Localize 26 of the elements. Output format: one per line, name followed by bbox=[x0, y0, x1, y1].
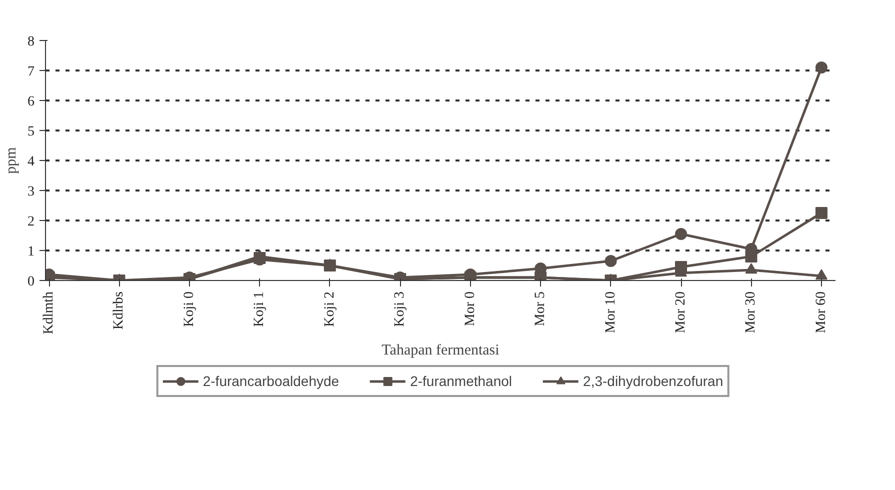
x-tick-label: Kdlrbs bbox=[112, 291, 127, 330]
x-tick-label: Koji 3 bbox=[392, 292, 408, 327]
y-tick-label: 7 bbox=[28, 64, 34, 80]
legend-label: 2,3-dihydrobenzofuran bbox=[583, 373, 724, 389]
y-tick-label: 2 bbox=[28, 214, 34, 230]
x-tick-label: Mor 0 bbox=[462, 291, 478, 326]
y-tick-label: 0 bbox=[28, 274, 34, 290]
x-tick-label: Mor 60 bbox=[814, 291, 829, 334]
y-tick-label: 8 bbox=[28, 34, 34, 50]
x-tick-label: Koji 0 bbox=[182, 292, 197, 327]
x-axis-title: Tahapan fermentasi bbox=[382, 342, 500, 358]
y-axis-title: ppm bbox=[4, 146, 20, 174]
x-tick-label: Kdlmth bbox=[42, 292, 57, 334]
x-tick-label: Mor 20 bbox=[674, 291, 689, 334]
x-tick-label: Koji 2 bbox=[322, 292, 338, 327]
x-tick-label: Mor 5 bbox=[533, 291, 548, 326]
y-tick-label: 1 bbox=[28, 244, 34, 260]
legend-label: 2-furancarboaldehyde bbox=[202, 373, 340, 389]
legend-label: 2-furanmethanol bbox=[410, 373, 512, 389]
x-tick-label: Mor 30 bbox=[744, 291, 759, 334]
y-tick-label: 5 bbox=[28, 124, 34, 140]
y-tick-label: 6 bbox=[28, 94, 34, 110]
y-tick-label: 4 bbox=[28, 154, 34, 170]
x-tick-label: Koji 1 bbox=[252, 292, 268, 327]
x-tick-label: Mor 10 bbox=[603, 291, 618, 334]
y-tick-label: 3 bbox=[28, 184, 34, 200]
